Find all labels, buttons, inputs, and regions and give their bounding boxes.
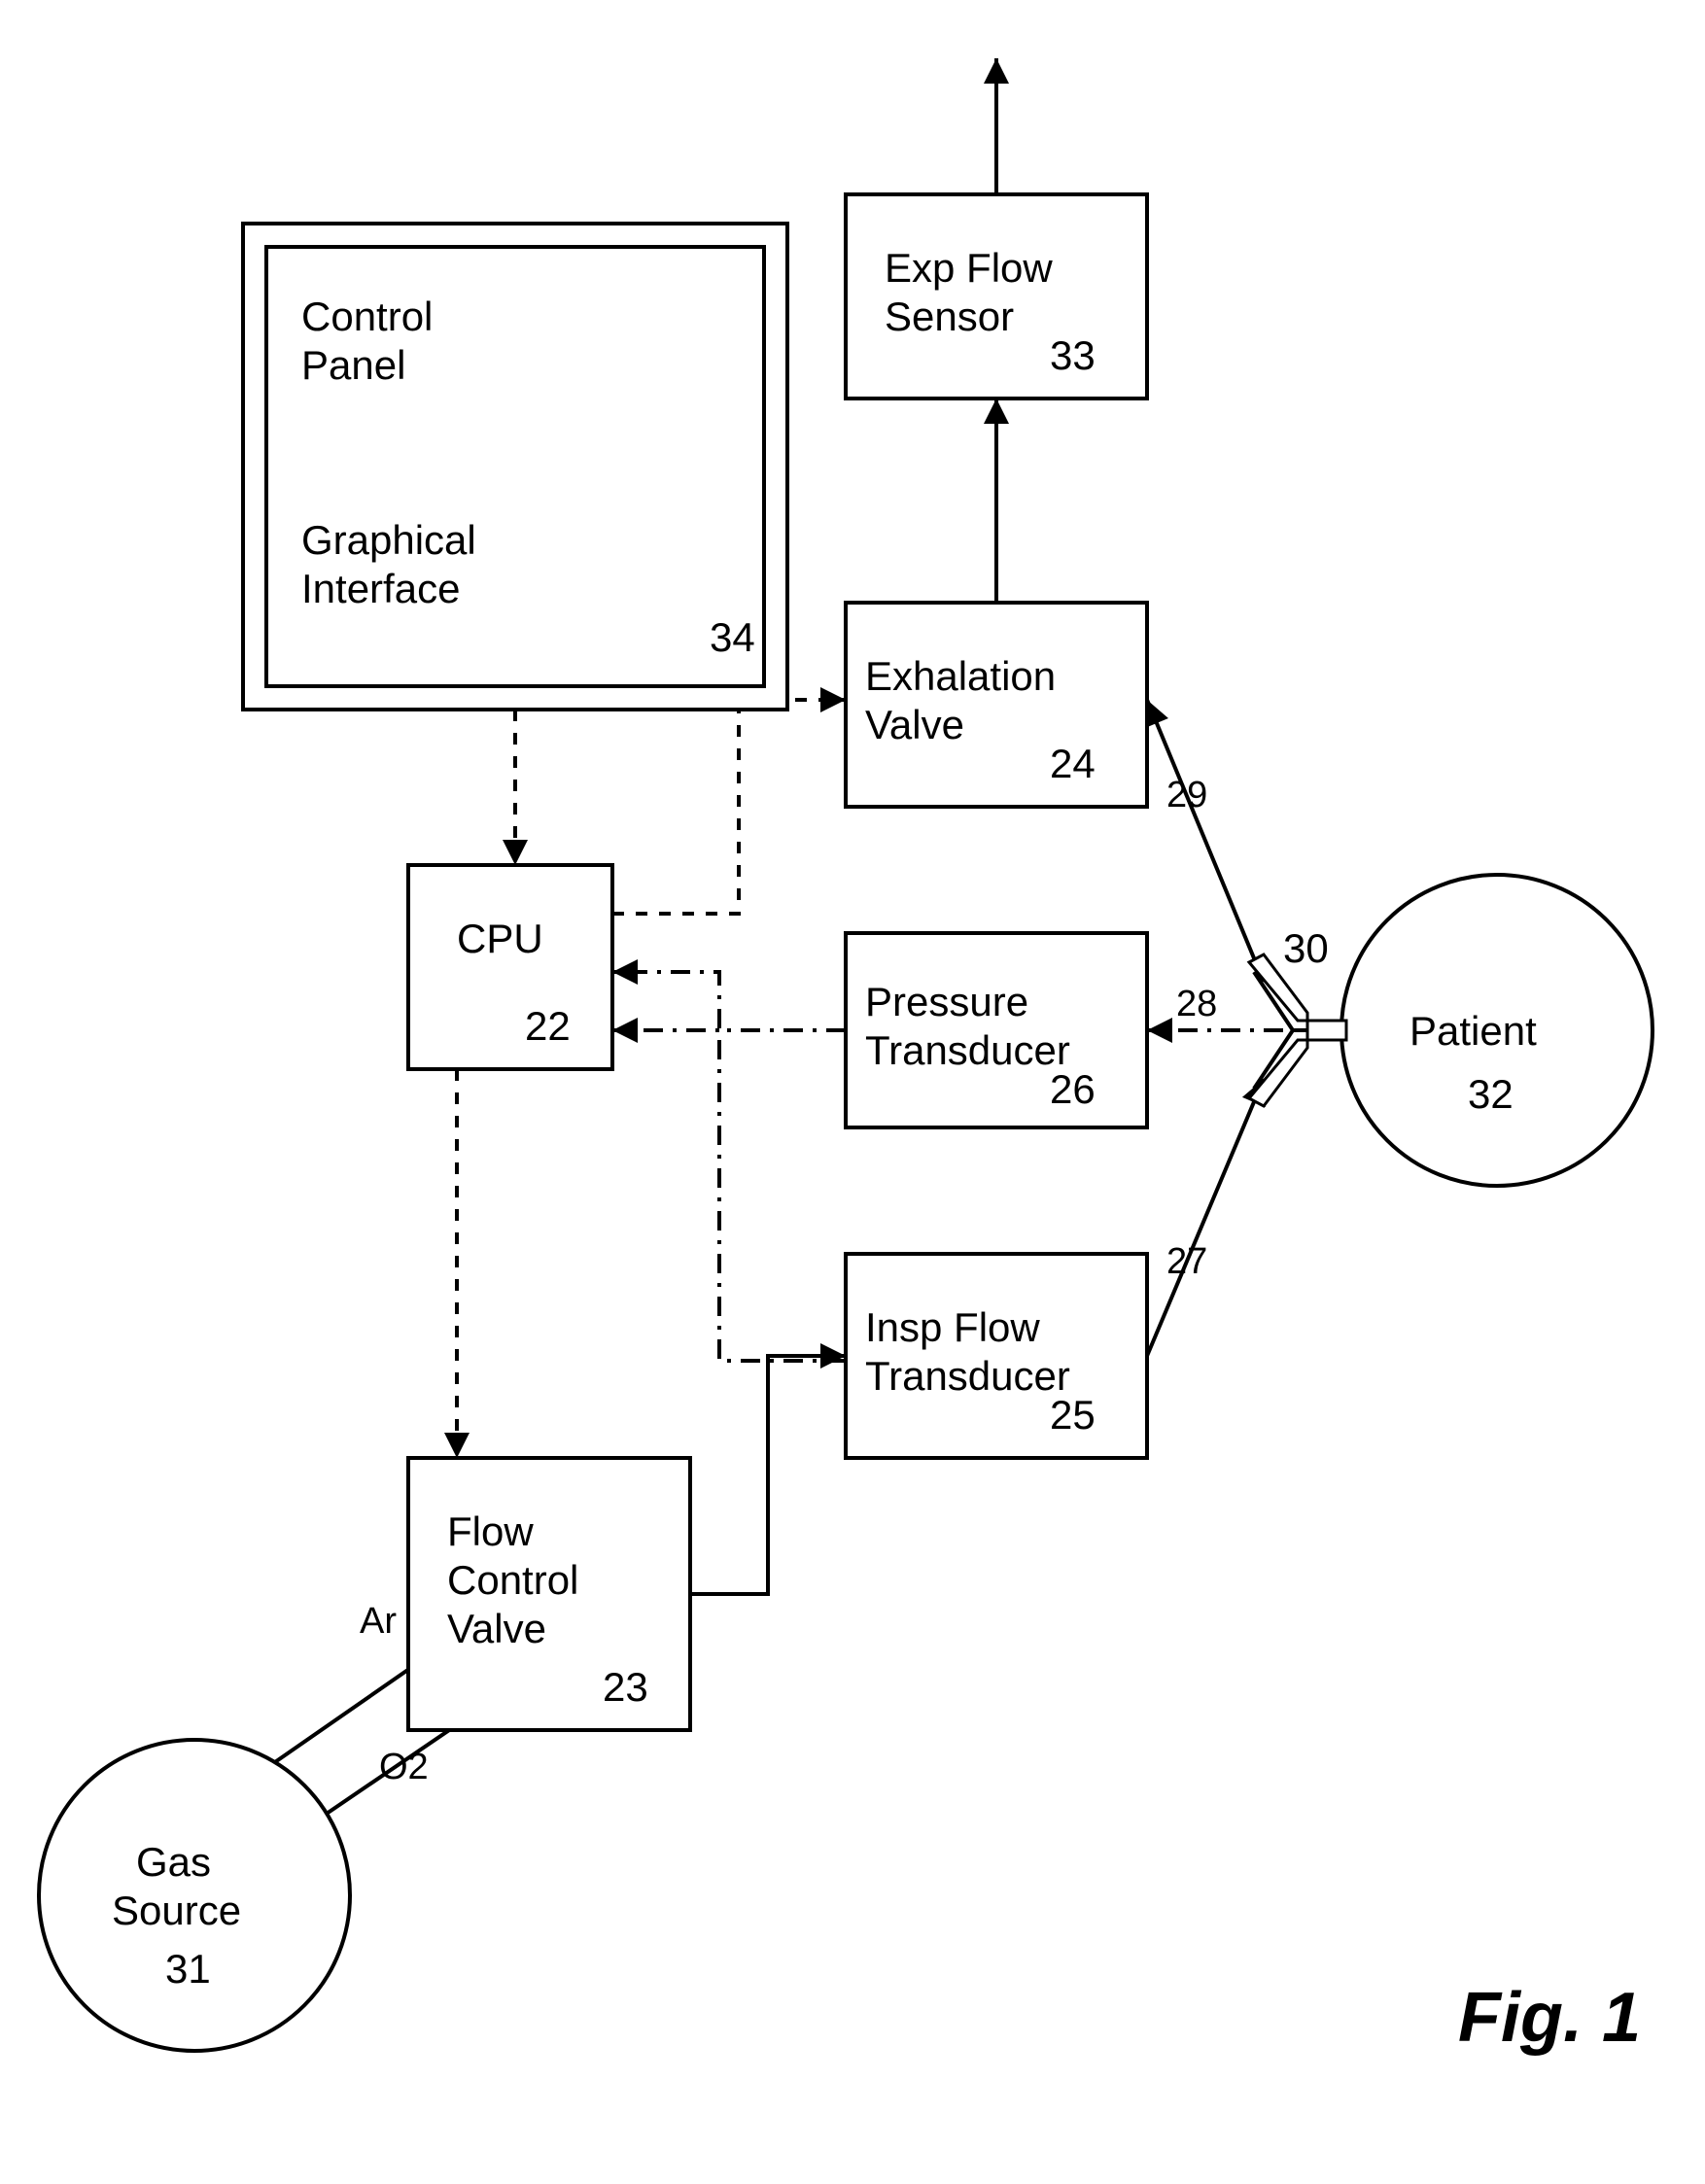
svg-text:Pressure: Pressure: [865, 979, 1028, 1024]
node-exp_flow_sensor: Exp FlowSensor 33: [846, 194, 1147, 399]
svg-text:Exhalation: Exhalation: [865, 653, 1056, 699]
node-patient: Patient 32: [1341, 875, 1653, 1186]
svg-text:Fig. 1: Fig. 1: [1458, 1979, 1641, 2057]
svg-text:Insp Flow: Insp Flow: [865, 1304, 1040, 1350]
svg-text:Flow: Flow: [447, 1508, 534, 1554]
svg-text:32: 32: [1468, 1071, 1514, 1117]
svg-text:23: 23: [603, 1664, 648, 1710]
svg-text:Ar: Ar: [360, 1601, 397, 1642]
svg-text:Panel: Panel: [301, 342, 405, 388]
svg-text:Source: Source: [112, 1888, 241, 1933]
svg-text:24: 24: [1050, 741, 1096, 786]
svg-text:Exp Flow: Exp Flow: [885, 245, 1053, 291]
svg-text:34: 34: [710, 614, 755, 660]
node-gas_source: GasSource 31: [39, 1740, 350, 2051]
svg-text:Control: Control: [447, 1557, 578, 1603]
node-flow_ctrl: FlowControlValve 23: [408, 1458, 690, 1730]
svg-text:22: 22: [525, 1003, 571, 1049]
node-exh_valve: ExhalationValve 24: [846, 603, 1147, 807]
node-cpu: CPU 22: [408, 865, 612, 1069]
node-insp_flow: Insp FlowTransducer25: [846, 1254, 1147, 1458]
svg-text:Valve: Valve: [447, 1606, 546, 1651]
svg-text:25: 25: [1050, 1392, 1096, 1438]
svg-text:33: 33: [1050, 332, 1096, 378]
svg-text:Gas: Gas: [136, 1839, 211, 1885]
svg-text:31: 31: [165, 1946, 211, 1992]
svg-text:Sensor: Sensor: [885, 294, 1014, 339]
svg-text:Graphical: Graphical: [301, 517, 476, 563]
svg-text:Patient: Patient: [1409, 1008, 1537, 1054]
node-wye: 30: [1249, 925, 1346, 1106]
svg-text:Transducer: Transducer: [865, 1027, 1070, 1073]
svg-text:29: 29: [1166, 775, 1207, 815]
node-pressure: PressureTransducer26: [846, 933, 1147, 1127]
node-control_panel: ControlPanel GraphicalInterface 34: [243, 224, 787, 710]
svg-text:27: 27: [1166, 1241, 1207, 1282]
svg-text:CPU: CPU: [457, 916, 543, 961]
svg-text:30: 30: [1283, 925, 1329, 971]
svg-text:26: 26: [1050, 1066, 1096, 1112]
svg-text:Valve: Valve: [865, 702, 964, 747]
svg-text:28: 28: [1176, 984, 1217, 1024]
svg-text:Control: Control: [301, 294, 433, 339]
svg-text:Interface: Interface: [301, 566, 460, 611]
svg-text:O2: O2: [379, 1747, 429, 1787]
svg-text:Transducer: Transducer: [865, 1353, 1070, 1399]
